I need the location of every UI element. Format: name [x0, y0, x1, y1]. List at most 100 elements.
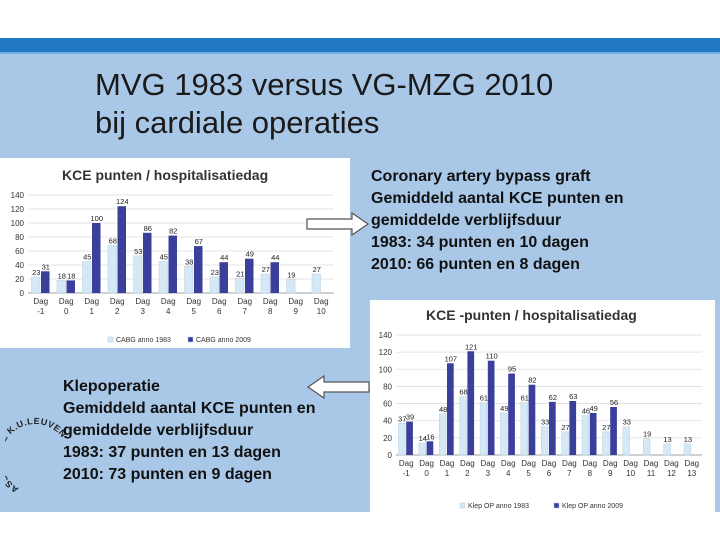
slide-title: MVG 1983 versus VG-MZG 2010 bij cardiale…	[95, 66, 655, 142]
cabg-chart-bar-1983	[260, 273, 270, 294]
klep-chart-xtick-label: Dag	[501, 459, 516, 468]
klep-chart-xtick-label: Dag	[542, 459, 557, 468]
klep-chart-ytick-label: 80	[383, 382, 392, 391]
cabg-chart-bar-1983	[158, 261, 168, 294]
klep-chart-bar-1983	[479, 402, 488, 456]
klep-chart-title: KCE -punten / hospitalisatiedag	[426, 307, 637, 323]
klep-chart-bar-1983	[602, 431, 610, 456]
klep-chart-data-label: 48	[439, 405, 447, 414]
cabg-chart-xtick-label: Dag	[186, 297, 201, 306]
cabg-chart-bar-2009	[66, 280, 75, 293]
klep-chart-data-label: 110	[486, 352, 498, 361]
klep-chart-data-label: 33	[541, 418, 549, 427]
cabg-chart-xtick-label: Dag	[212, 297, 227, 306]
cabg-chart-xtick-label: Dag	[135, 297, 150, 306]
klep-chart-bar-2009	[406, 421, 413, 455]
klep-chart-bar-1983	[683, 443, 692, 456]
klep-chart-plot-background	[370, 300, 715, 515]
klep-chart-ytick-label: 0	[388, 451, 393, 460]
klep-chart-xtick-label: Dag	[480, 459, 495, 468]
klep-chart-data-label: 14	[419, 434, 427, 443]
klep-chart-data-label: 39	[406, 413, 414, 422]
cabg-line-4: 1983: 34 punten en 10 dagen	[371, 234, 589, 251]
cabg-chart-bar-1983	[286, 279, 296, 294]
klep-chart-xtick-label: Dag	[582, 459, 597, 468]
cabg-chart-bar-2009	[168, 235, 177, 293]
klep-chart-xtick-label: 13	[687, 469, 696, 478]
klep-chart-bar-2009	[549, 401, 556, 455]
cabg-chart-xtick-label: 10	[317, 307, 326, 316]
cabg-chart-xtick-label: 6	[217, 307, 222, 316]
klep-chart-xtick-label: Dag	[562, 459, 577, 468]
klep-chart-data-label: 46	[582, 407, 590, 416]
cabg-chart-xtick-label: Dag	[33, 297, 48, 306]
klep-chart-data-label: 61	[480, 394, 488, 403]
cabg-chart-data-label: 86	[144, 224, 152, 233]
klep-chart-bar-1983	[500, 412, 508, 456]
klep-chart-data-label: 33	[623, 418, 631, 427]
cabg-chart-xtick-label: 9	[294, 307, 299, 316]
cabg-chart-xtick-label: Dag	[161, 297, 176, 306]
klep-chart-data-label: 49	[500, 404, 508, 413]
klep-chart-data-label: 16	[426, 432, 434, 441]
klep-chart-ytick-label: 60	[383, 400, 392, 409]
cabg-line-2: Gemiddeld aantal KCE punten en	[371, 190, 624, 207]
klep-chart-xtick-label: Dag	[399, 459, 414, 468]
cabg-chart-data-label: 53	[134, 247, 142, 256]
cabg-chart-xtick-label: 0	[64, 307, 69, 316]
cabg-chart-data-label: 124	[116, 197, 129, 206]
cabg-chart-bar-2009	[92, 223, 101, 293]
cabg-chart-data-label: 18	[67, 271, 75, 280]
klep-chart-legend-swatch	[553, 502, 560, 509]
klep-line-3: gemiddelde verblijfsduur	[63, 422, 254, 439]
cabg-chart-data-label: 49	[246, 250, 254, 259]
cabg-chart-xtick-label: 3	[141, 307, 146, 316]
kuleuven-association-logo: ASSOCIATIE K.U.LEUVEN	[5, 416, 65, 495]
top-accent-bar	[0, 38, 720, 52]
klep-chart-bar-1983	[622, 426, 630, 456]
cabg-chart-data-label: 100	[90, 214, 103, 223]
cabg-chart-data-label: 19	[287, 271, 295, 280]
klep-chart-data-label: 61	[521, 394, 529, 403]
cabg-chart-data-label: 44	[220, 253, 228, 262]
svg-text:ASSOCIATIE K.U.LEUVEN: ASSOCIATIE K.U.LEUVEN	[5, 416, 65, 495]
cabg-chart-bar-2009	[194, 246, 203, 293]
cabg-line-3: gemiddelde verblijfsduur	[371, 212, 562, 229]
cabg-chart-xtick-label: Dag	[84, 297, 99, 306]
klep-chart-xtick-label: 5	[526, 469, 531, 478]
klep-chart-data-label: 27	[602, 423, 610, 432]
klep-chart-bar-2009	[467, 351, 475, 455]
klep-description: Klepoperatie Gemiddeld aantal KCE punten…	[63, 376, 315, 486]
title-line-2: bij cardiale operaties	[95, 105, 380, 140]
klep-chart-data-label: 13	[663, 435, 671, 444]
cabg-chart-xtick-label: Dag	[237, 297, 252, 306]
klep-chart-xtick-label: 11	[647, 469, 656, 478]
klep-chart-data-label: 27	[561, 423, 569, 432]
cabg-chart-xtick-label: 1	[90, 307, 95, 316]
cabg-chart-data-label: 23	[211, 268, 219, 277]
cabg-chart-bar-1983	[82, 261, 92, 294]
title-line-1: MVG 1983 versus VG-MZG 2010	[95, 67, 554, 102]
klep-chart-data-label: 121	[465, 342, 478, 351]
klep-chart-bar-1983	[439, 413, 447, 456]
cabg-chart-xtick-label: 2	[115, 307, 120, 316]
klep-chart-bar-1983	[418, 442, 426, 456]
klep-chart-legend-label: Klep OP anno 2009	[562, 503, 623, 510]
klep-chart-bar-2009	[508, 373, 515, 455]
klep-chart-bar-1983	[398, 423, 406, 456]
klep-chart-data-label: 19	[643, 430, 651, 439]
klep-chart-bar-2009	[528, 384, 536, 455]
klep-chart-legend-swatch	[459, 502, 466, 509]
cabg-chart-bar-1983	[184, 266, 194, 294]
left-arrow-icon	[306, 375, 370, 399]
klep-chart-ytick-label: 20	[383, 434, 392, 443]
cabg-chart-bar-1983	[133, 255, 143, 294]
cabg-chart-xtick-label: -1	[37, 307, 45, 316]
klep-chart-xtick-label: 10	[626, 469, 635, 478]
cabg-bar-chart: KCE punten / hospitalisatiedag0204060801…	[0, 158, 350, 348]
klep-chart-data-label: 56	[610, 398, 618, 407]
cabg-line-5: 2010: 66 punten en 8 dagen	[371, 256, 580, 273]
cabg-chart-legend-label: CABG anno 1983	[116, 337, 171, 344]
klep-chart-xtick-label: Dag	[419, 459, 434, 468]
